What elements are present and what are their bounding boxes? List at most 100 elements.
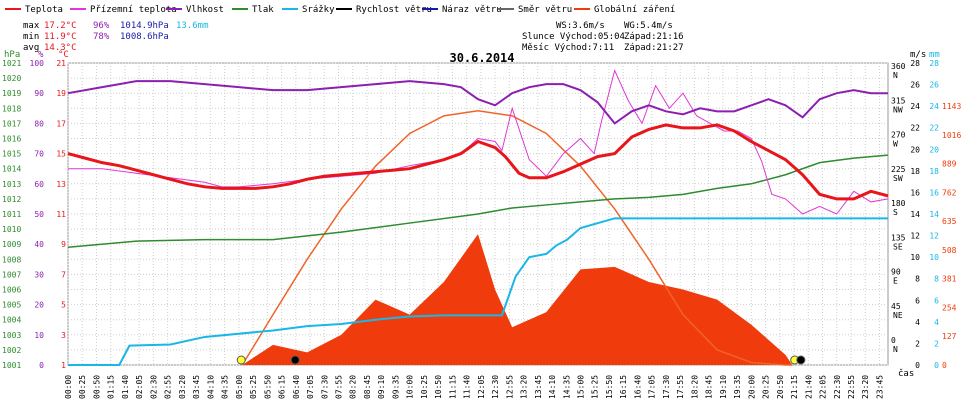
axis-tick-pct: 30 [34,270,44,279]
x-tick-label: 13:20 [520,375,529,399]
axis-tick-ms: 18 [910,167,920,176]
stat-avg-label: avg [23,43,39,53]
axis-tick-mm: 18 [929,167,939,176]
x-tick-label: 00:00 [64,375,73,399]
axis-tick-dir: 90 [891,268,901,277]
axis-tick-wm2: 635 [942,217,957,226]
x-tick-label: 03:45 [192,375,201,399]
sun-moon-marker [796,355,806,365]
legend-label: Směr větru [518,5,572,15]
axis-tick-temp: 11 [56,210,66,219]
x-tick-label: 19:10 [719,375,728,399]
x-tick-label: 09:10 [377,375,386,399]
sun-moon-marker [290,355,300,365]
axis-tick-ms: 12 [910,232,920,241]
axis-tick-ms: 26 [910,81,920,90]
stat-sun: Slunce Východ:05:04 [522,32,625,42]
axis-tick-pct: 50 [34,210,44,219]
x-tick-label: 04:35 [221,375,230,399]
axis-tick-hpa: 1012 [2,195,21,204]
axis-tick-pct: 100 [30,59,45,68]
x-tick-label: 02:55 [164,375,173,399]
axis-tick-hpa: 1020 [2,74,21,83]
axis-tick-hpa: 1009 [2,240,21,249]
axis-title-pct: % [38,50,44,60]
stat-max-label: max [23,21,40,31]
axis-tick-mm: 22 [929,124,939,133]
legend-label: Teplota [25,5,63,15]
axis-tick-wm2: 127 [942,332,957,341]
axis-tick-hpa: 1013 [2,180,21,189]
x-axis-unit: čas [898,368,914,379]
axis-tick-dir: 45 [891,302,901,311]
x-tick-label: 05:25 [249,375,258,399]
axis-tick-temp: 7 [61,270,66,279]
stat-min-temp: 11.9°C [44,32,77,42]
axis-tick-hpa: 1019 [2,89,21,98]
axis-tick-wm2: 254 [942,303,957,312]
axis-tick-dir-card: N [893,345,898,354]
x-tick-label: 22:05 [819,375,828,399]
axis-tick-dir: 270 [891,131,906,140]
axis-tick-hpa: 1003 [2,331,21,340]
series-line-tlak [67,154,889,248]
x-tick-label: 08:45 [363,375,372,399]
legend: Teplota Přízemní teplota Vlhkost Tlak Srážky… [5,5,675,15]
x-tick-label: 17:30 [662,375,671,399]
stat-max-press: 1014.9hPa [120,21,169,31]
axis-tick-temp: 9 [61,240,66,249]
x-tick-label: 21:40 [804,375,813,399]
x-tick-label: 18:20 [690,375,699,399]
stat-moon: Měsíc Východ:7:11 [522,43,614,53]
x-tick-label: 12:05 [477,375,486,399]
x-tick-label: 05:50 [263,375,272,399]
axis-title-hpa: hPa [4,50,20,60]
axis-tick-pct: 40 [34,240,44,249]
x-tick-label: 14:35 [562,375,571,399]
axis-tick-wm2: 0 [942,361,947,370]
axis-tick-dir: 360 [891,62,906,71]
axis-tick-wm2: 381 [942,275,957,284]
x-tick-label: 16:40 [633,375,642,399]
x-tick-label: 08:20 [349,375,358,399]
x-tick-label: 22:30 [833,375,842,399]
x-tick-label: 09:35 [391,375,400,399]
x-tick-label: 03:20 [178,375,187,399]
x-tick-label: 21:15 [790,375,799,399]
axis-tick-wm2: 1016 [942,131,961,140]
x-tick-label: 07:55 [334,375,343,399]
axis-tick-ms: 6 [915,296,920,305]
axis-tick-ms: 16 [910,188,920,197]
axis-tick-dir-card: NW [893,105,903,114]
x-tick-label: 01:40 [121,375,130,399]
axis-tick-pct: 60 [34,180,44,189]
x-tick-label: 16:15 [619,375,628,399]
axis-tick-ms: 10 [910,253,920,262]
plot-area [67,69,889,366]
axis-tick-hpa: 1014 [2,165,21,174]
x-tick-label: 13:45 [534,375,543,399]
axis-tick-temp: 15 [56,150,66,159]
x-tick-label: 07:30 [320,375,329,399]
series-line-pzemnteplota [68,69,889,215]
axis-title-ms: m/s [910,50,926,60]
series-area-radiation [242,234,793,365]
x-tick-label: 19:35 [733,375,742,399]
axis-tick-temp: 21 [56,59,66,68]
axis-tick-dir-card: NE [893,311,903,320]
axis-tick-mm: 24 [929,102,939,111]
axis-tick-ms: 2 [915,339,920,348]
axis-tick-hpa: 1021 [2,59,21,68]
axis-tick-hpa: 1008 [2,255,21,264]
x-tick-label: 15:50 [605,375,614,399]
axis-tick-hpa: 1001 [2,361,21,370]
axis-tick-mm: 16 [929,188,939,197]
axis-tick-dir-card: W [893,140,898,149]
axis-tick-mm: 4 [934,318,939,327]
axis-tick-dir: 135 [891,233,906,242]
stat-min-label: min [23,32,39,42]
axis-tick-pct: 70 [34,150,44,159]
legend-label: Srážky [302,5,335,15]
axis-tick-wm2: 508 [942,246,957,255]
x-tick-label: 00:25 [78,375,87,399]
